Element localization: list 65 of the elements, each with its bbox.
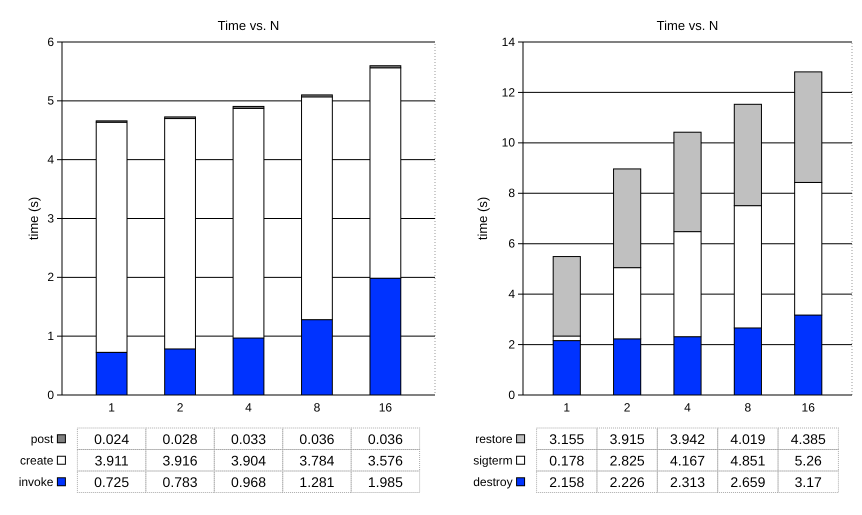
y-tick-label: 12: [502, 85, 516, 100]
y-tick-label: 14: [502, 34, 516, 49]
data-label: 3.942: [670, 430, 706, 447]
x-tick-label: 8: [744, 400, 752, 415]
data-label: 0.968: [230, 474, 266, 490]
y-tick-label: 0: [508, 388, 516, 402]
x-tick-label: 16: [802, 400, 816, 415]
data-label: 0.178: [549, 452, 584, 468]
data-label: 3.904: [230, 452, 266, 468]
y-tick-label: 10: [502, 136, 516, 150]
data-label: 0.033: [230, 430, 266, 447]
data-label: 4.019: [730, 430, 766, 447]
data-label: 3.17: [794, 474, 822, 490]
data-label: 0.024: [94, 430, 130, 447]
legend-label: restore: [475, 432, 513, 446]
data-label: 1.281: [299, 474, 335, 490]
y-tick-label: 4: [47, 152, 54, 167]
chart-title: Time vs. N: [218, 18, 280, 33]
x-tick-label: 1: [563, 400, 570, 415]
legend-label: sigterm: [473, 453, 513, 468]
data-label: 2.825: [610, 452, 645, 468]
x-tick-label: 4: [684, 400, 692, 415]
data-label: 0.783: [162, 474, 198, 490]
data-label: 3.916: [162, 452, 198, 468]
y-tick-label: 6: [508, 236, 516, 251]
y-tick-label: 4: [508, 286, 516, 301]
x-tick-label: 2: [624, 400, 631, 415]
data-label: 4.385: [790, 430, 826, 447]
data-label: 4.851: [730, 452, 766, 468]
data-label: 2.158: [549, 474, 584, 490]
x-tick-label: 16: [378, 400, 392, 415]
data-label: 3.576: [368, 452, 404, 468]
data-label: 2.659: [730, 474, 766, 490]
y-tick-label: 3: [47, 211, 54, 226]
y-tick-label: 5: [47, 94, 54, 108]
x-tick-label: 2: [176, 400, 184, 415]
y-tick-label: 6: [47, 34, 54, 49]
data-label: 4.167: [670, 452, 706, 468]
y-tick-label: 1: [47, 329, 54, 344]
data-label: 0.036: [299, 430, 335, 447]
x-tick-label: 4: [245, 400, 252, 415]
data-label: 3.915: [610, 430, 645, 447]
chart-title: Time vs. N: [656, 18, 718, 33]
data-label: 5.26: [794, 452, 822, 468]
legend-label: invoke: [18, 474, 54, 489]
data-label: 3.155: [549, 430, 584, 447]
y-tick-label: 2: [47, 270, 54, 284]
data-label: 3.911: [94, 452, 129, 468]
data-label: 2.313: [670, 474, 706, 490]
x-tick-label: 8: [314, 400, 321, 415]
data-label: 1.985: [368, 474, 404, 490]
data-label: 0.036: [368, 430, 404, 447]
x-tick-label: 1: [108, 400, 116, 415]
legend-label: destroy: [473, 474, 513, 489]
y-tick-label: 2: [508, 337, 516, 352]
y-axis-title: time (s): [26, 196, 41, 240]
data-label: 0.028: [162, 430, 198, 447]
data-label: 3.784: [299, 452, 335, 468]
legend-label: create: [20, 453, 54, 468]
y-tick-label: 0: [47, 388, 54, 402]
legend-label: post: [30, 432, 54, 446]
data-label: 0.725: [94, 474, 130, 490]
y-tick-label: 8: [508, 186, 516, 200]
data-label: 2.226: [610, 474, 645, 490]
y-axis-title: time (s): [475, 196, 490, 240]
